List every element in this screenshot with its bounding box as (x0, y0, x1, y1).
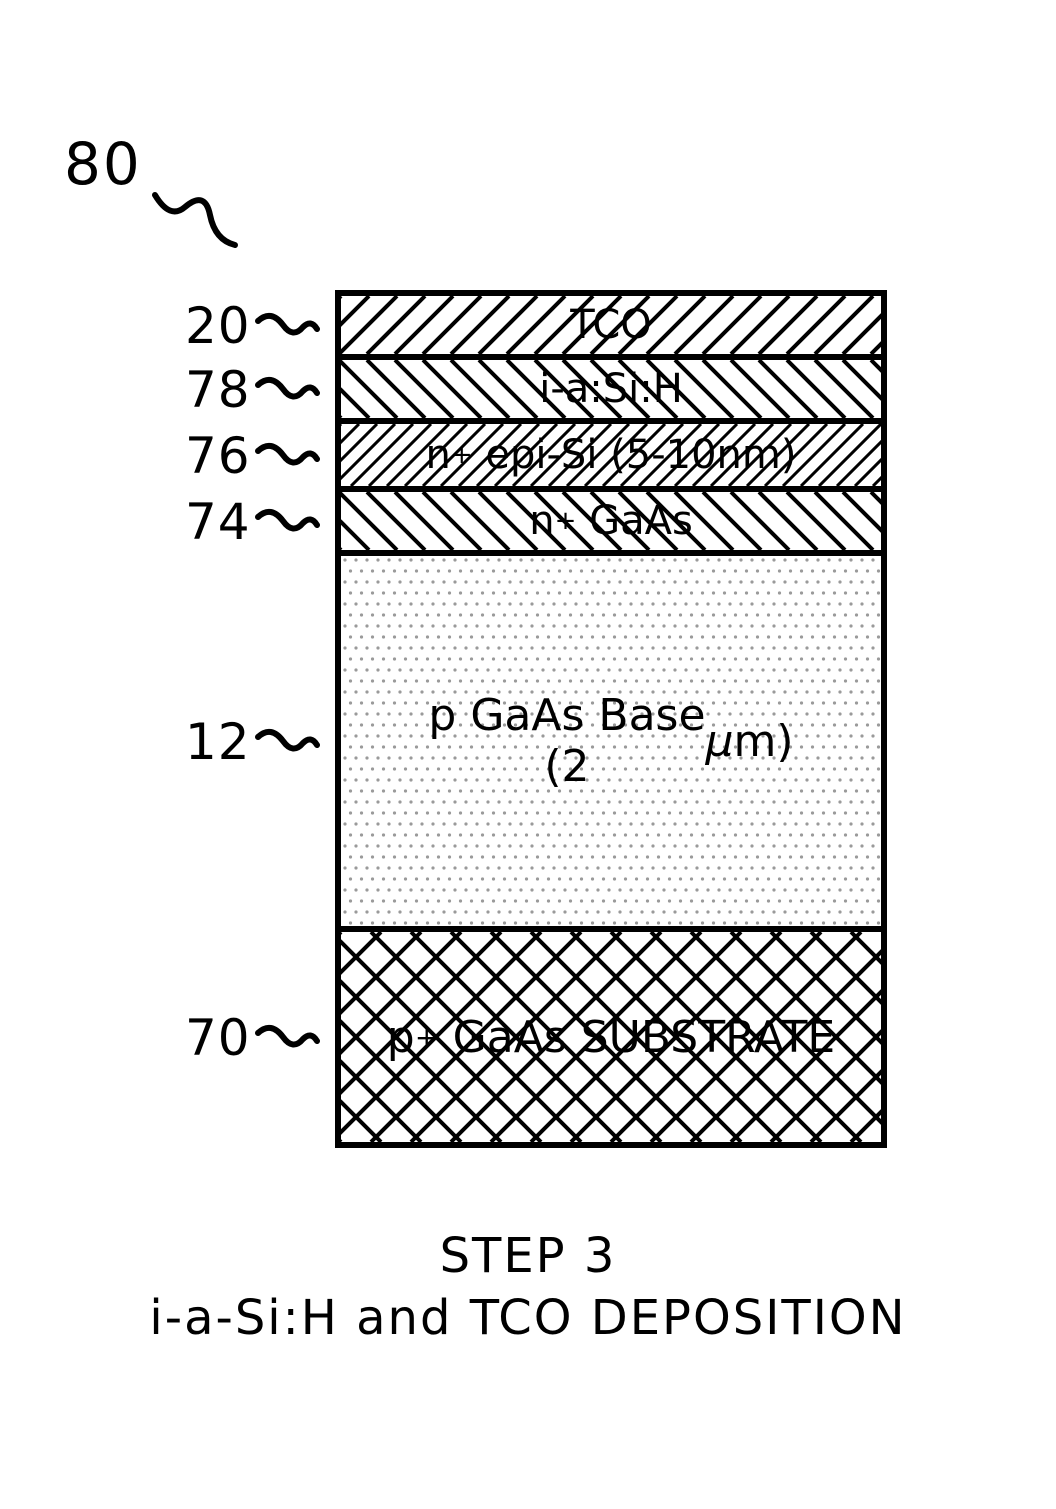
layer-nEpiSi: n+ epi‑Si (5‑10nm) (341, 418, 881, 486)
layer-stack: TCO i‑a:Si:H n+ epi‑Si (5‑10nm) n+ GaAs p Ga… (335, 290, 887, 1148)
caption-line-2: i‑a‑Si:H and TCO DEPOSITION (0, 1290, 1056, 1346)
ref-number-substrate: 70 (185, 1009, 251, 1067)
layer-pGaAsBase: p GaAs Base(2µm) (341, 550, 881, 926)
ref-squiggle-pGaAsBase (255, 727, 320, 759)
ref-number-pGaAsBase: 12 (185, 713, 251, 771)
layer-substrate: p+ GaAs SUBSTRATE (341, 926, 881, 1142)
ref-squiggle-tco (255, 311, 320, 343)
layer-iaSiH: i‑a:Si:H (341, 354, 881, 418)
caption-line-1: STEP 3 (0, 1228, 1056, 1284)
ref-squiggle-substrate (255, 1023, 320, 1055)
ref-number-nEpiSi: 76 (185, 427, 251, 485)
layer-label-substrate: p+ GaAs SUBSTRATE (341, 932, 881, 1142)
layer-tco: TCO (341, 290, 881, 354)
layer-label-tco: TCO (341, 296, 881, 354)
layer-label-pGaAsBase: p GaAs Base(2µm) (341, 556, 881, 926)
ref-number-tco: 20 (185, 297, 251, 355)
layer-label-iaSiH: i‑a:Si:H (341, 360, 881, 418)
ref-squiggle-nEpiSi (255, 441, 320, 473)
ref-squiggle-iaSiH (255, 375, 320, 407)
ref-number-iaSiH: 78 (185, 361, 251, 419)
leader-squiggle-80 (150, 185, 240, 255)
layer-nGaAs: n+ GaAs (341, 486, 881, 550)
ref-squiggle-nGaAs (255, 507, 320, 539)
figure-ref-80: 80 (64, 130, 142, 198)
layer-label-nGaAs: n+ GaAs (341, 492, 881, 550)
layer-label-nEpiSi: n+ epi‑Si (5‑10nm) (341, 424, 881, 486)
ref-number-nGaAs: 74 (185, 493, 251, 551)
